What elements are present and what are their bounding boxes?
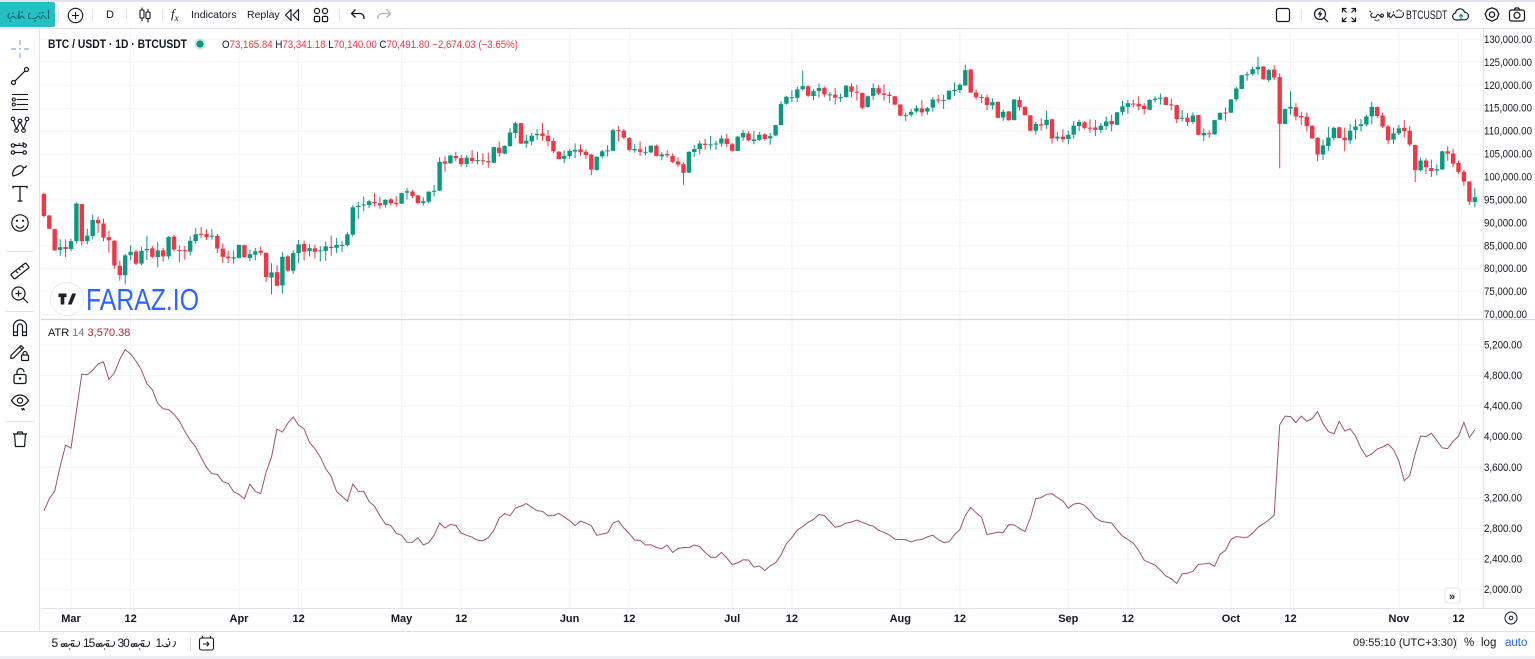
svg-text:12: 12	[1122, 613, 1134, 625]
svg-text:4,800.00: 4,800.00	[1484, 370, 1522, 382]
svg-text:2,000.00: 2,000.00	[1484, 584, 1522, 596]
svg-text:Oct: Oct	[1222, 613, 1241, 625]
svg-text:12: 12	[786, 613, 798, 625]
svg-text:O73,165.84 H73,341.18 L70,140.: O73,165.84 H73,341.18 L70,140.00 C70,491…	[222, 39, 518, 51]
svg-text:4,000.00: 4,000.00	[1484, 431, 1522, 443]
svg-text:100,000.00: 100,000.00	[1484, 172, 1532, 184]
svg-text:105,000.00: 105,000.00	[1484, 149, 1532, 161]
svg-text:Nov: Nov	[1389, 613, 1411, 625]
svg-text:12: 12	[124, 613, 136, 625]
svg-text:3,600.00: 3,600.00	[1484, 462, 1522, 474]
svg-text:12: 12	[1284, 613, 1296, 625]
svg-text:ATR 14 3,570.38: ATR 14 3,570.38	[48, 327, 130, 339]
svg-text:Jul: Jul	[724, 613, 740, 625]
svg-text:5,200.00: 5,200.00	[1484, 340, 1522, 352]
svg-text:85,000.00: 85,000.00	[1484, 240, 1527, 252]
svg-text:12: 12	[623, 613, 635, 625]
svg-text:Aug: Aug	[890, 613, 911, 625]
svg-text:70,000.00: 70,000.00	[1484, 309, 1527, 321]
svg-text:Apr: Apr	[230, 613, 250, 625]
svg-text:12: 12	[954, 613, 966, 625]
svg-text:BTC / USDT · 1D · BTCUSDT: BTC / USDT · 1D · BTCUSDT	[48, 37, 188, 51]
svg-text:Mar: Mar	[61, 613, 81, 625]
svg-text:12: 12	[292, 613, 304, 625]
svg-text:Sep: Sep	[1058, 613, 1078, 625]
svg-text:2,400.00: 2,400.00	[1484, 554, 1522, 566]
svg-text:130,000.00: 130,000.00	[1484, 34, 1532, 46]
svg-text:75,000.00: 75,000.00	[1484, 286, 1527, 298]
svg-text:FARAZ.IO: FARAZ.IO	[86, 282, 199, 317]
svg-text:115,000.00: 115,000.00	[1484, 103, 1532, 115]
svg-text:90,000.00: 90,000.00	[1484, 217, 1527, 229]
svg-text:95,000.00: 95,000.00	[1484, 194, 1527, 206]
svg-text:3,200.00: 3,200.00	[1484, 492, 1522, 504]
svg-text:110,000.00: 110,000.00	[1484, 126, 1532, 138]
svg-text:12: 12	[1452, 613, 1464, 625]
svg-text:»: »	[1449, 591, 1455, 603]
svg-text:2,800.00: 2,800.00	[1484, 523, 1522, 535]
svg-text:12: 12	[455, 613, 467, 625]
svg-text:May: May	[391, 613, 413, 625]
svg-text:120,000.00: 120,000.00	[1484, 80, 1532, 92]
svg-text:80,000.00: 80,000.00	[1484, 263, 1527, 275]
svg-text:4,400.00: 4,400.00	[1484, 401, 1522, 413]
svg-text:125,000.00: 125,000.00	[1484, 57, 1532, 69]
svg-text:Jun: Jun	[560, 613, 580, 625]
